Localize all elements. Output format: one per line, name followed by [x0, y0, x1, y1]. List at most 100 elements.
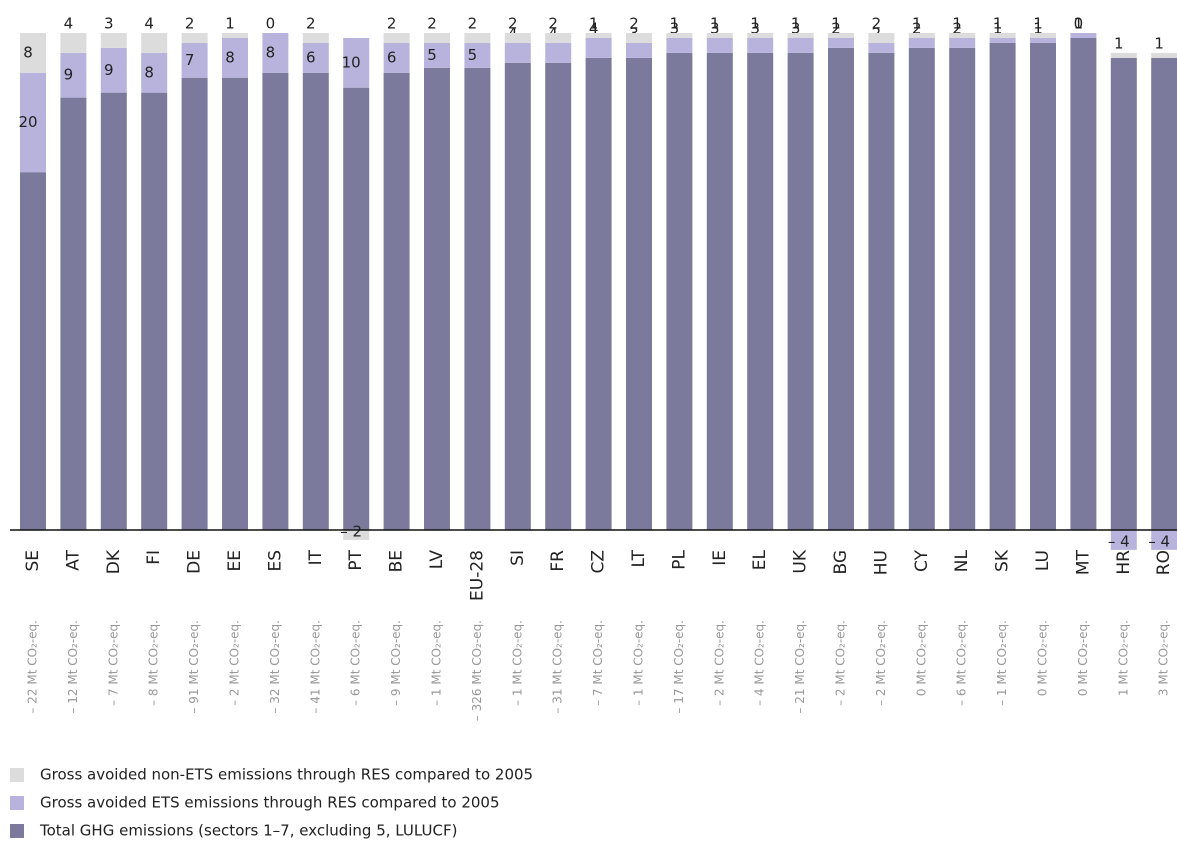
value-label: 8 — [266, 43, 276, 61]
bar-segment — [141, 92, 168, 530]
category-note: 0 Mt CO₂-eq. — [1076, 620, 1090, 696]
bar-segment — [464, 67, 491, 530]
value-label: 2 — [306, 15, 316, 33]
legend-swatch — [10, 768, 24, 782]
value-label: 8 — [144, 63, 154, 81]
legend-swatch — [10, 824, 24, 838]
value-label: 3 — [710, 19, 720, 37]
value-label: 1 — [912, 15, 922, 33]
value-label: 1 — [1154, 34, 1164, 52]
value-label: – 2 — [340, 522, 362, 540]
bar-segment — [868, 33, 895, 43]
category-note: – 7 Mt CO₂-eq. — [591, 620, 605, 706]
category-note: – 1 Mt CO₂-eq. — [430, 620, 444, 706]
category-note: – 21 Mt CO₂-eq. — [793, 620, 807, 714]
bar-segment — [222, 77, 248, 530]
x-tick-label: EL — [750, 549, 770, 570]
x-tick-label: RO — [1154, 550, 1174, 575]
category-note: – 9 Mt CO₂-eq. — [389, 620, 403, 706]
value-label: 2 — [872, 15, 882, 33]
value-label: 1 — [589, 15, 599, 33]
bar-segment — [302, 72, 329, 530]
bar-segment — [706, 52, 733, 530]
category-note: – 6 Mt CO₂-eq. — [955, 620, 969, 706]
x-tick-label: PT — [346, 549, 366, 570]
legend-label: Gross avoided ETS emissions through RES … — [40, 794, 500, 812]
value-label: 0 — [266, 15, 276, 33]
x-tick-label: LV — [427, 550, 447, 570]
category-note: – 2 Mt CO₂-eq. — [874, 620, 888, 706]
bar-segment — [828, 37, 854, 48]
category-note: 0 Mt CO₂-eq. — [1036, 620, 1050, 696]
x-tick-label: BG — [831, 550, 851, 575]
x-tick-label: IT — [306, 549, 326, 565]
bar-segment — [706, 33, 733, 38]
x-tick-label: DE — [185, 550, 205, 574]
bar-segment — [989, 37, 1016, 43]
category-note: – 8 Mt CO₂-eq. — [147, 620, 161, 706]
value-label: 8 — [225, 48, 235, 66]
x-tick-label: EE — [225, 550, 245, 571]
bar-segment — [585, 33, 612, 38]
bar-segment — [141, 33, 168, 53]
category-note: – 7 Mt CO₂-eq. — [106, 620, 120, 706]
x-tick-label: HU — [871, 550, 891, 575]
value-label: 1 — [993, 15, 1003, 33]
value-label: 2 — [952, 19, 962, 37]
value-label: 6 — [387, 48, 397, 66]
bar-segment — [424, 33, 450, 43]
bar-segment — [989, 42, 1016, 530]
bar-segment — [1110, 57, 1137, 530]
bar-segment — [181, 42, 208, 78]
bar-segment — [464, 33, 491, 43]
bar-segment — [1030, 37, 1056, 43]
value-label: 2 — [629, 15, 639, 33]
bar-segment — [100, 33, 127, 48]
bar-segment — [545, 42, 572, 63]
x-tick-label: CY — [912, 549, 932, 572]
legend-label: Total GHG emissions (sectors 1–7, exclud… — [39, 822, 457, 840]
bar-segment — [424, 67, 450, 530]
bar-segment — [20, 33, 46, 73]
x-tick-label: BE — [387, 550, 407, 572]
value-label: 5 — [427, 46, 437, 64]
bar-segment — [181, 77, 208, 530]
value-label: 5 — [468, 46, 478, 64]
bar-segment — [787, 52, 814, 530]
bar-segment — [181, 33, 208, 43]
bar-segment — [504, 62, 531, 530]
bar-segment — [787, 37, 814, 53]
value-label: 2 — [185, 15, 195, 33]
value-label: 2 — [831, 19, 841, 37]
x-tick-label: FI — [144, 550, 164, 565]
value-label: 3 — [791, 19, 801, 37]
category-note: – 2 Mt CO₂-eq. — [228, 620, 242, 706]
value-label: 1 — [791, 15, 801, 33]
bar-segment — [666, 37, 693, 53]
bar-segment — [666, 52, 693, 530]
x-tick-label: PL — [669, 549, 689, 569]
bar-segment — [828, 33, 854, 38]
value-label: 1 — [670, 15, 680, 33]
value-label: 1 — [952, 15, 962, 33]
bar-segment — [262, 33, 289, 73]
value-label: 9 — [64, 66, 74, 84]
legend-swatch — [10, 796, 24, 810]
bar-segment — [1110, 530, 1137, 550]
x-tick-label: IE — [710, 550, 730, 566]
bar-segment — [1030, 33, 1056, 38]
bar-segment — [828, 47, 854, 530]
value-label: 1 — [831, 15, 841, 33]
value-label: 1 — [750, 15, 760, 33]
value-label: 8 — [23, 43, 33, 61]
x-tick-label: CZ — [589, 550, 609, 574]
bar-segment — [1070, 33, 1097, 38]
value-label: 2 — [508, 15, 518, 33]
value-label: 2 — [912, 19, 922, 37]
bar-segment — [343, 37, 370, 88]
bar-segment — [262, 72, 289, 530]
bar-segment — [1151, 57, 1177, 530]
category-note: 1 Mt CO₂-eq. — [1116, 620, 1130, 696]
value-label: – 4 — [1148, 532, 1170, 550]
bar-segment — [1110, 52, 1137, 58]
